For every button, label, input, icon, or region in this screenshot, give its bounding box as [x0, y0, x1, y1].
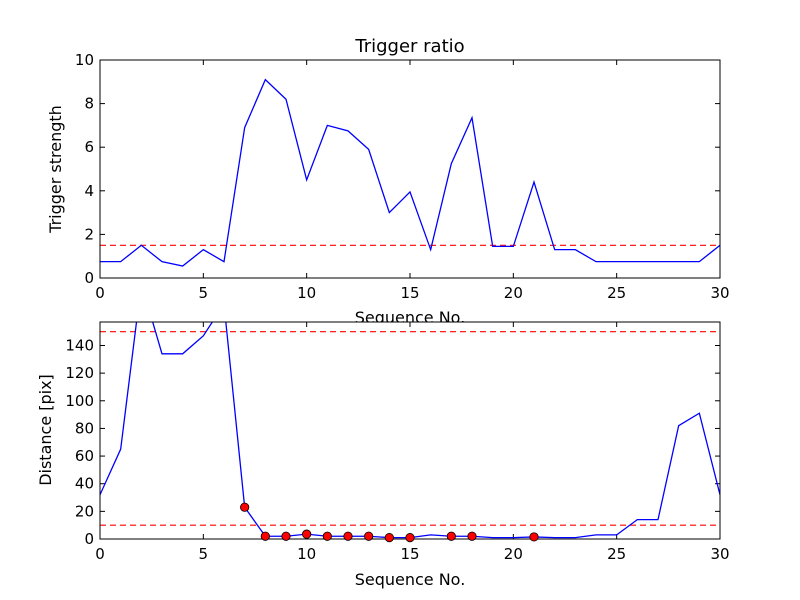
- x-tick-label: 0: [95, 545, 105, 563]
- plot-frame: [100, 322, 720, 539]
- plot-area: [100, 78, 720, 267]
- x-tick-label: 20: [504, 284, 523, 302]
- x-tick-label: 30: [710, 284, 729, 302]
- x-tick-label: 0: [95, 284, 105, 302]
- y-tick-label: 10: [75, 51, 94, 69]
- data-point-marker: [364, 531, 374, 541]
- data-point-marker: [446, 531, 456, 541]
- y-tick-label: 120: [65, 364, 94, 382]
- x-tick-label: 10: [297, 545, 316, 563]
- y-axis-label: Trigger strength: [46, 105, 65, 234]
- y-tick-label: 60: [75, 447, 94, 465]
- data-point-marker: [405, 533, 415, 543]
- x-tick-label: 15: [400, 545, 419, 563]
- y-tick-label: 0: [84, 269, 94, 287]
- x-tick-label: 20: [504, 545, 523, 563]
- ticks: 0 5 10 15 20 25 30 0 2 4 6 8 10: [75, 51, 730, 302]
- x-tick-label: 10: [297, 284, 316, 302]
- x-axis-label: Sequence No.: [355, 570, 466, 589]
- data-point-marker: [240, 502, 250, 512]
- y-tick-label: 80: [75, 419, 94, 437]
- axes-border: [99, 59, 721, 279]
- y-tick-label: 20: [75, 502, 94, 520]
- data-point-marker: [467, 531, 477, 541]
- series-line: [100, 78, 720, 267]
- y-tick-label: 6: [84, 138, 94, 156]
- data-point-marker: [281, 531, 291, 541]
- x-tick-label: 25: [607, 284, 626, 302]
- x-tick-label: 5: [199, 545, 209, 563]
- y-tick-label: 100: [65, 392, 94, 410]
- data-point-marker: [343, 531, 353, 541]
- y-tick-label: 4: [84, 182, 94, 200]
- data-point-marker: [384, 533, 394, 543]
- x-tick-label: 15: [400, 284, 419, 302]
- x-tick-label: 25: [607, 545, 626, 563]
- plot-frame: [100, 60, 720, 278]
- data-point-marker: [302, 529, 312, 539]
- y-tick-label: 140: [65, 336, 94, 354]
- y-tick-label: 2: [84, 225, 94, 243]
- data-point-marker: [529, 532, 539, 542]
- y-tick-label: 0: [84, 530, 94, 548]
- chart-title: Trigger ratio: [354, 36, 464, 57]
- data-point-marker: [260, 531, 270, 541]
- x-tick-label: 5: [199, 284, 209, 302]
- x-tick-label: 30: [710, 545, 729, 563]
- distance-panel: 0 5 10 15 20 25 30 0 20 40 60 80 100 120 140 Sequence …: [36, 321, 730, 589]
- data-point-marker: [322, 531, 332, 541]
- y-tick-label: 40: [75, 475, 94, 493]
- y-tick-label: 8: [84, 95, 94, 113]
- y-axis-label: Distance [pix]: [36, 374, 55, 486]
- ticks: 0 5 10 15 20 25 30 0 20 40 60 80 100 120 140: [65, 322, 730, 563]
